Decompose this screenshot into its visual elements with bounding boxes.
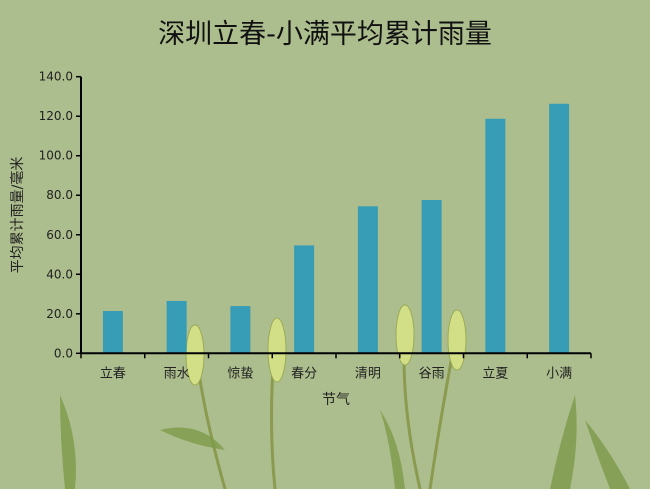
y-tick-label: 140.0: [39, 70, 73, 84]
bar-谷雨: [421, 199, 442, 354]
y-tick-label: 40.0: [46, 267, 73, 281]
x-tick-label: 惊蛰: [227, 366, 253, 381]
x-tick-label: 清明: [355, 366, 381, 381]
bar-惊蛰: [230, 306, 251, 354]
y-tick-label: 80.0: [46, 188, 73, 202]
chart-title: 深圳立春-小满平均累计雨量: [158, 19, 492, 50]
bar-清明: [357, 206, 378, 354]
x-tick-label: 立夏: [482, 366, 508, 381]
x-tick-label: 谷雨: [419, 366, 445, 381]
bar-雨水: [166, 300, 187, 354]
y-tick-label: 100.0: [39, 149, 73, 163]
y-tick-label: 120.0: [39, 109, 73, 123]
bar-立春: [102, 311, 123, 354]
x-tick-label: 小满: [546, 366, 572, 381]
x-axis-label: 节气: [322, 392, 350, 408]
x-tick-label: 春分: [291, 366, 317, 381]
bar-春分: [294, 245, 315, 354]
x-tick-label: 雨水: [164, 366, 190, 381]
y-axis-label: 平均累计雨量/毫米: [9, 157, 26, 274]
y-tick-label: 60.0: [46, 228, 73, 242]
x-tick-label: 立春: [100, 366, 126, 381]
y-tick-label: 0.0: [54, 346, 73, 360]
y-tick-label: 20.0: [46, 307, 73, 321]
bar-立夏: [485, 118, 506, 354]
bar-小满: [549, 103, 570, 354]
